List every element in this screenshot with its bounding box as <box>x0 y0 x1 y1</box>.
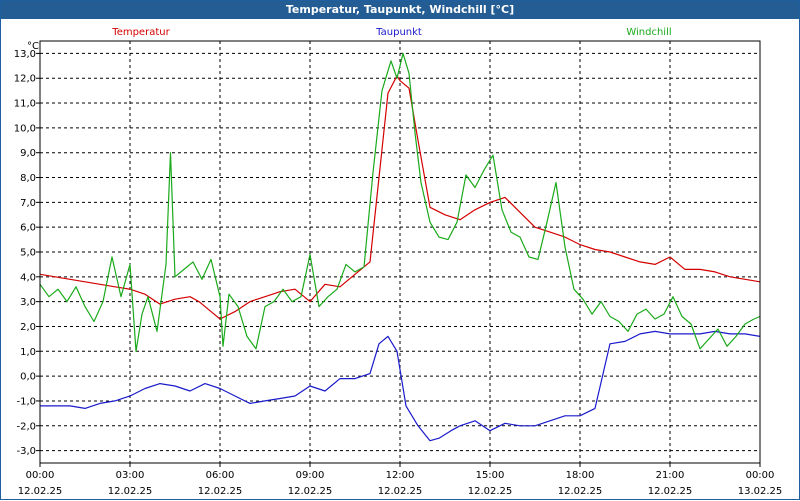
y-tick-label: -2,0 <box>16 421 36 432</box>
legend: Temperatur Taupunkt Windchill <box>111 27 671 38</box>
y-tick-label: 6,0 <box>20 223 36 234</box>
y-tick-label: 12,0 <box>14 74 36 85</box>
x-tick-time-label: 21:00 <box>656 470 685 481</box>
x-axis: 00:00 12.02.25 03:00 12.02.25 06:00 12.02.25 0… <box>18 463 783 497</box>
x-tick-time-label: 00:00 <box>746 470 775 481</box>
x-tick-date-label: 13.02.25 <box>738 486 783 497</box>
x-tick-date-label: 12.02.25 <box>288 486 333 497</box>
x-tick-time-label: 00:00 <box>26 470 55 481</box>
x-tick-date-label: 12.02.25 <box>108 486 153 497</box>
y-tick-label: 1,0 <box>20 347 36 358</box>
y-tick-label: 3,0 <box>20 297 36 308</box>
series-lines <box>39 52 761 442</box>
x-tick-date-label: 12.02.25 <box>648 486 693 497</box>
y-tick-label: 7,0 <box>20 198 36 209</box>
x-tick-time-label: 09:00 <box>296 470 325 481</box>
legend-entry-windchill: Windchill <box>626 27 671 38</box>
x-tick-date-label: 12.02.25 <box>558 486 603 497</box>
y-axis: -3,0 -2,0 -1,0 0,0 1,0 2,0 3,0 4,0 5,0 6,0 7,0 8,0 9… <box>14 49 40 457</box>
y-tick-label: 4,0 <box>20 272 36 283</box>
x-tick-date-label: 12.02.25 <box>468 486 513 497</box>
y-tick-label: 9,0 <box>20 148 36 159</box>
series-line-taupunkt <box>40 330 761 442</box>
x-tick-time-label: 06:00 <box>206 470 235 481</box>
y-tick-label: 0,0 <box>20 372 36 383</box>
y-tick-label: -1,0 <box>16 396 36 407</box>
x-tick-date-label: 12.02.25 <box>378 486 423 497</box>
x-tick-date-label: 12.02.25 <box>198 486 243 497</box>
x-tick-time-label: 12:00 <box>386 470 415 481</box>
y-tick-label: 13,0 <box>14 49 36 60</box>
y-axis-label: °C <box>27 41 39 52</box>
y-tick-label: 2,0 <box>20 322 36 333</box>
x-tick-time-label: 15:00 <box>476 470 505 481</box>
legend-entry-taupunkt: Taupunkt <box>375 27 422 38</box>
x-tick-time-label: 03:00 <box>116 470 145 481</box>
y-tick-label: 10,0 <box>14 123 36 134</box>
legend-entry-temperatur: Temperatur <box>111 27 170 38</box>
y-tick-label: 11,0 <box>14 99 36 110</box>
x-tick-time-label: 18:00 <box>566 470 595 481</box>
y-tick-label: 8,0 <box>20 173 36 184</box>
series-line-windchill <box>39 52 761 352</box>
chart-title: Temperatur, Taupunkt, Windchill [°C] <box>1 1 799 19</box>
y-tick-label: 5,0 <box>20 248 36 259</box>
grid <box>40 41 760 463</box>
y-tick-label: -3,0 <box>16 446 36 457</box>
x-tick-date-label: 12.02.25 <box>18 486 63 497</box>
